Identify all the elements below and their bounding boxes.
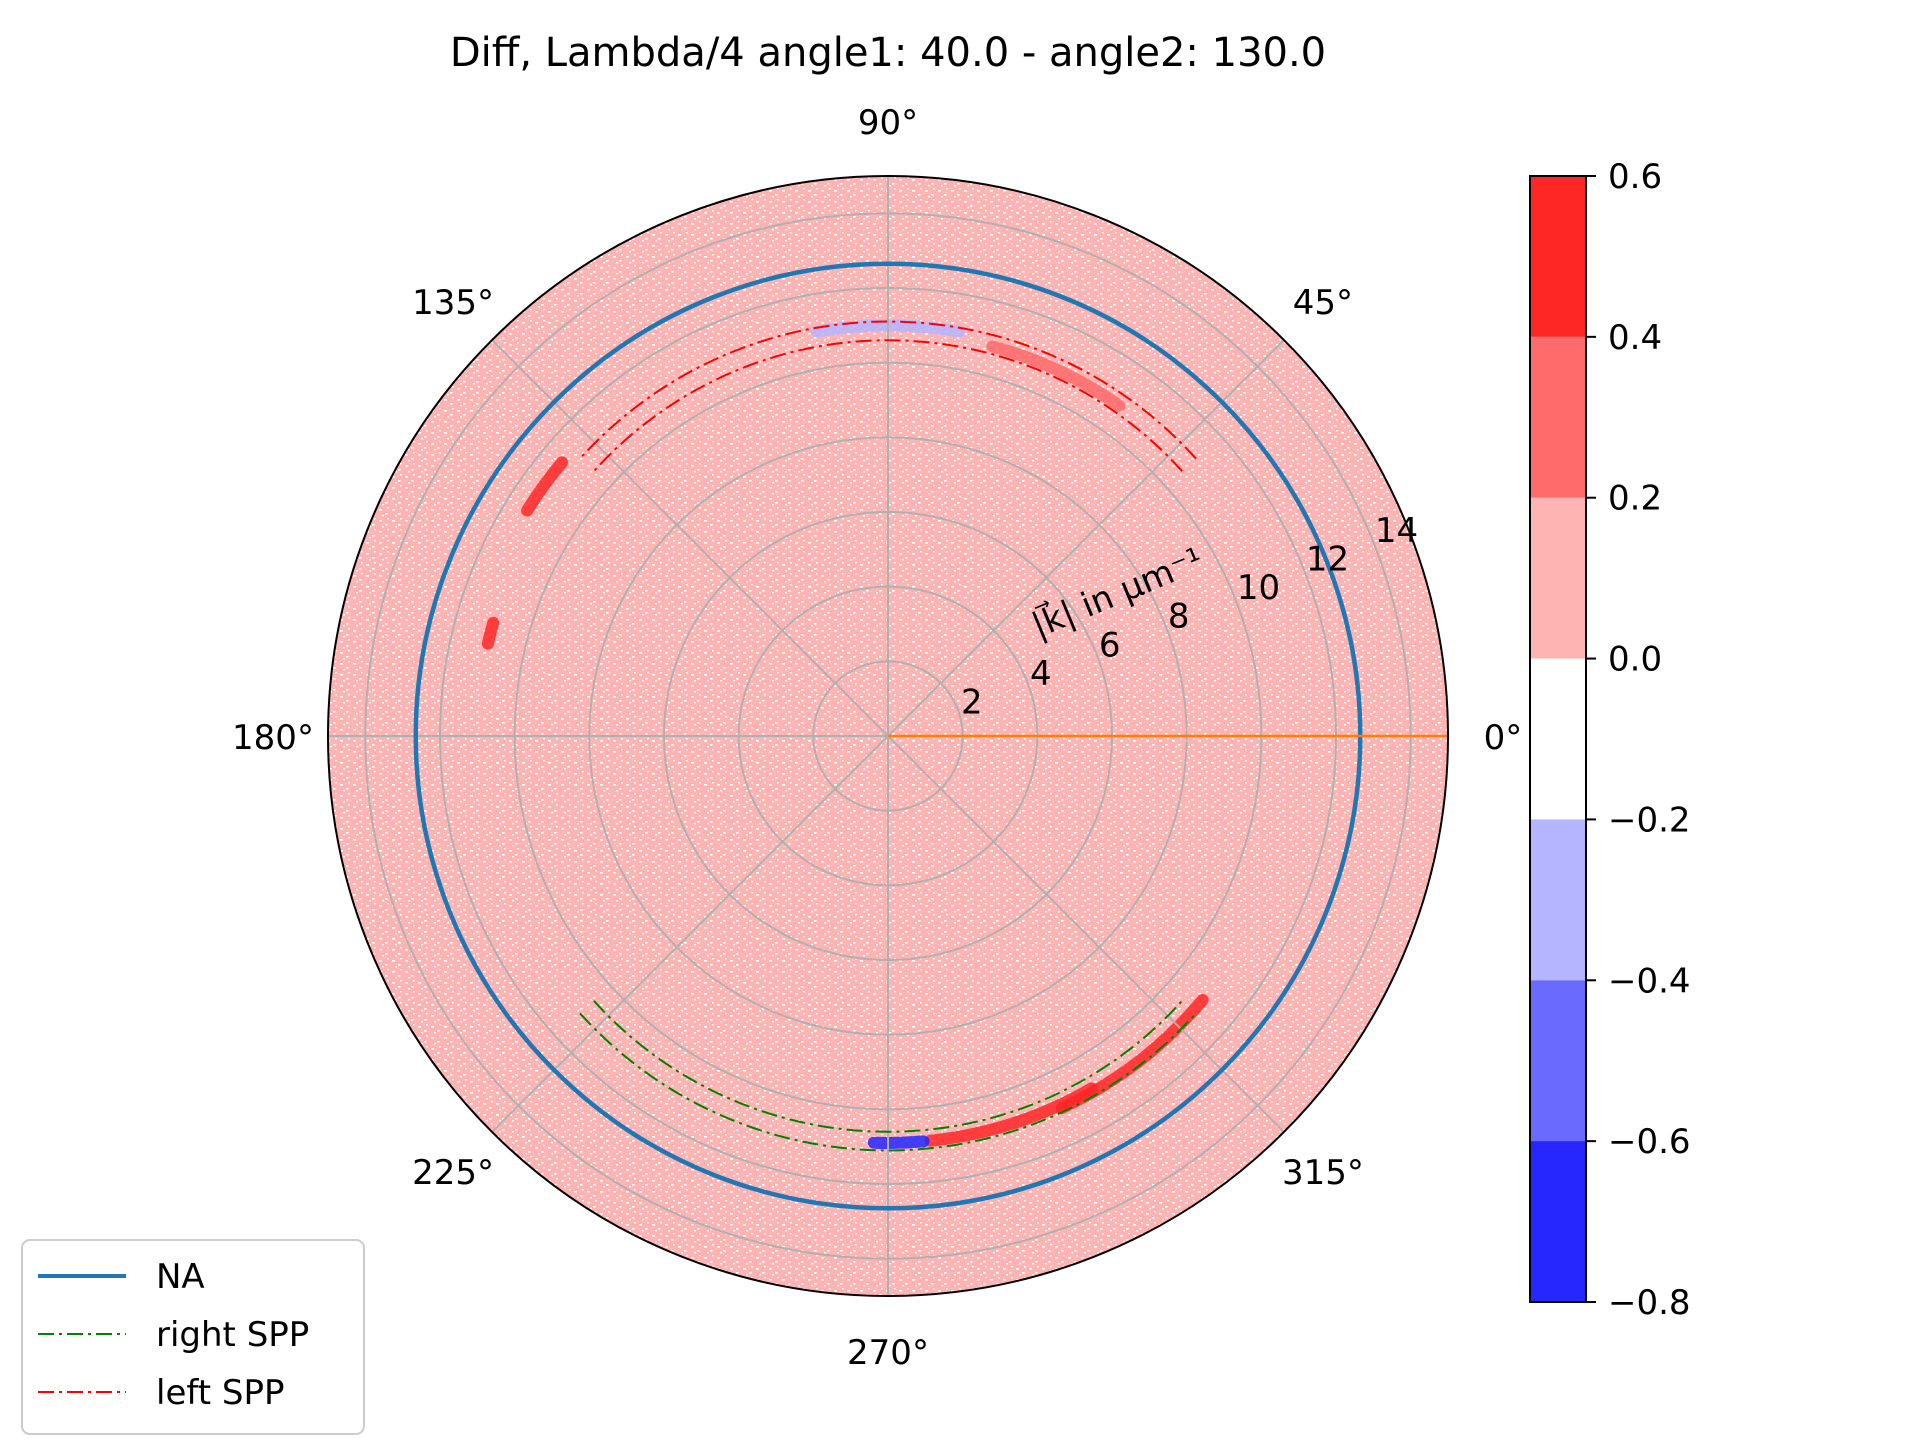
- theta-grid-line: [491, 339, 889, 737]
- theta-tick-label: 45°: [1293, 283, 1353, 323]
- colorbar-level-5: [1530, 980, 1586, 1142]
- heatmap-band-2: [867, 1135, 930, 1149]
- legend: NA right SPP left SPP: [21, 1239, 365, 1435]
- colorbar-tick-label: 0.2: [1608, 479, 1662, 519]
- colorbar-tick-label: 0.6: [1608, 157, 1662, 197]
- colorbar-tick-label: −0.4: [1608, 961, 1691, 1001]
- colorbar-tick-label: −0.6: [1608, 1122, 1691, 1162]
- heatmap-band-6: [481, 616, 500, 650]
- polar-frame: [327, 175, 1449, 1297]
- right-spp-arc-0: [593, 1000, 1183, 1133]
- radial-tick-labels: 2 4 6 8 10 12 14: [961, 511, 1418, 722]
- chart-title: Diff, Lambda/4 angle1: 40.0 - angle2: 13…: [450, 30, 1326, 76]
- theta-tick-label: 225°: [412, 1153, 494, 1193]
- theta-tick-label: 90°: [858, 103, 918, 143]
- r-tick-label: 6: [1099, 625, 1121, 665]
- r-tick-label: 2: [961, 682, 983, 722]
- theta-tick-label: 270°: [847, 1333, 929, 1373]
- r-tick-label: 10: [1237, 568, 1280, 608]
- plot-lines: [413, 261, 1448, 1211]
- left-spp-arc-0: [593, 339, 1183, 472]
- r-tick-label: 12: [1306, 540, 1349, 580]
- colorbar-tick-label: 0.0: [1608, 640, 1662, 680]
- colorbar-level-3: [1530, 658, 1586, 820]
- colorbar-tick-label: 0.4: [1608, 318, 1662, 358]
- colorbar-level-2: [1530, 497, 1586, 659]
- theta-tick-label: 0°: [1484, 718, 1523, 758]
- legend-label-1: right SPP: [156, 1315, 309, 1355]
- colorbar-tick-label: −0.8: [1608, 1283, 1691, 1323]
- colorbar-level-6: [1530, 1141, 1586, 1302]
- r-tick-label: 4: [1030, 654, 1052, 694]
- heatmap-band-1: [924, 1082, 1098, 1147]
- legend-label-2: left SPP: [156, 1373, 284, 1413]
- colorbar-level-1: [1530, 336, 1586, 498]
- colorbar: 0.6 0.4 0.2 0.0 −0.2 −0.4 −0.6 −0.8: [1529, 157, 1691, 1323]
- theta-tick-label: 180°: [232, 718, 314, 758]
- heatmap-band-4: [986, 340, 1126, 412]
- highlight-layer: [481, 319, 1209, 1149]
- theta-grid-line: [887, 339, 1285, 737]
- r-tick-label: 8: [1168, 597, 1190, 637]
- colorbar-tick-label: −0.2: [1608, 800, 1691, 840]
- left-spp-arc-1: [579, 320, 1197, 460]
- theta-grid-line: [491, 735, 889, 1133]
- heatmap-band-5: [521, 456, 568, 517]
- theta-grid-line: [887, 735, 1285, 1133]
- colorbar-level-4: [1530, 819, 1586, 981]
- theta-tick-label: 135°: [412, 283, 494, 323]
- colorbar-level-0: [1530, 176, 1586, 337]
- right-spp-arc-1: [579, 1012, 1197, 1152]
- r-tick-label: 14: [1375, 511, 1418, 551]
- theta-tick-labels: 0° 45° 90° 135° 180° 225° 270° 315°: [232, 103, 1522, 1373]
- legend-frame: [21, 1239, 365, 1435]
- colorbar-frame: [1529, 175, 1587, 1303]
- theta-tick-label: 315°: [1282, 1153, 1364, 1193]
- legend-label-0: NA: [156, 1257, 205, 1297]
